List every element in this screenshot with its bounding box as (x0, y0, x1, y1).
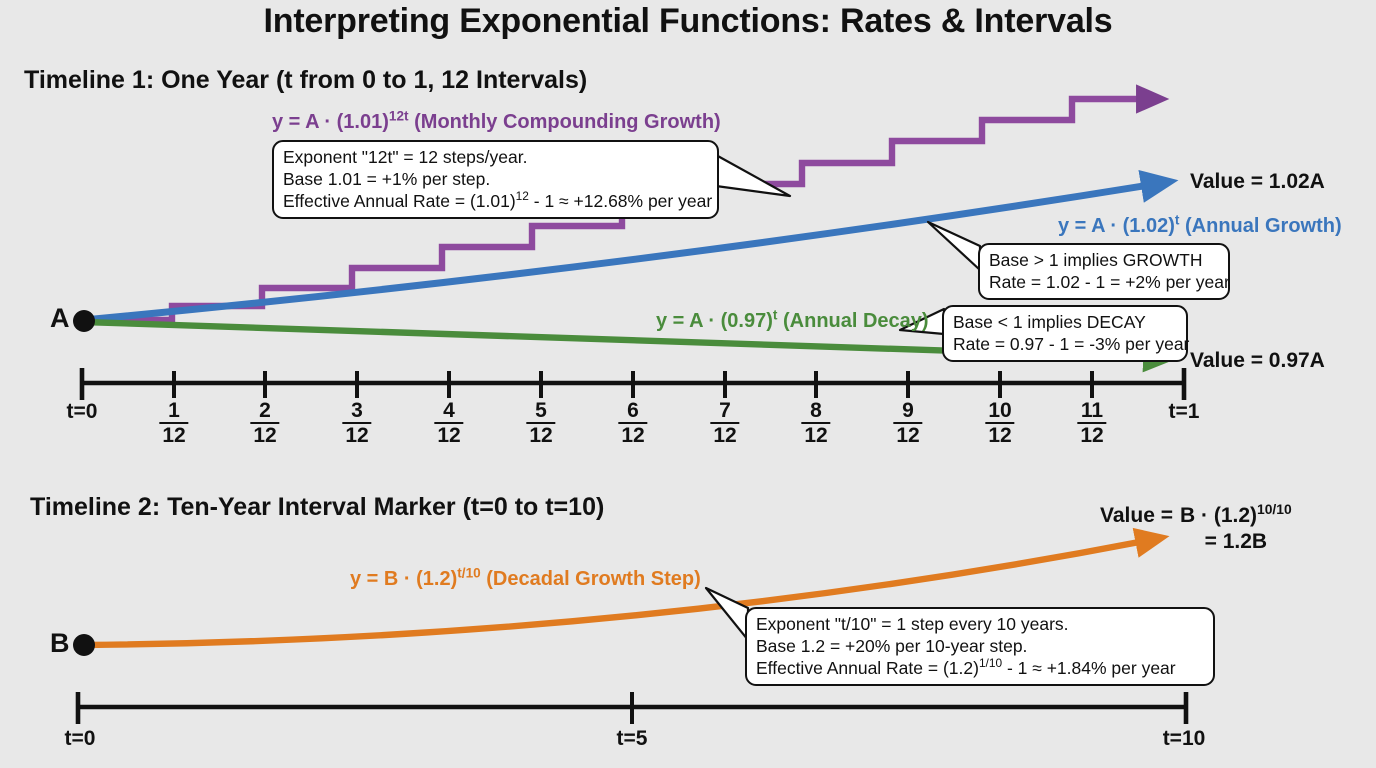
orange-endpoint-value-prefix: Value = (1100, 504, 1173, 527)
green-equation-label: y = A · (0.97)t (Annual Decay) (656, 307, 929, 333)
green-callout-line-1: Base < 1 implies DECAY (953, 312, 1146, 332)
point-a-label: A (50, 303, 70, 333)
page-title: Interpreting Exponential Functions: Rate… (263, 2, 1113, 40)
green-endpoint-value-label: Value = 0.97A (1190, 349, 1325, 372)
timeline2-axis (75, 692, 1189, 724)
green-equation-base: y = A · (0.97) (656, 310, 773, 332)
orange-callout-box: Exponent "t/10" = 1 step every 10 years.… (745, 607, 1215, 687)
blue-callout-line-2: Rate = 1.02 - 1 = +2% per year (989, 272, 1230, 293)
fraction-denominator: 12 (710, 422, 740, 446)
green-callout-line-2: Rate = 0.97 - 1 = -3% per year (953, 334, 1190, 355)
orange-value-exponent: 10/10 (1257, 501, 1292, 517)
fraction-numerator: 8 (810, 399, 822, 422)
point-b-marker (73, 634, 95, 656)
purple-callout-box: Exponent "12t" = 12 steps/year. Base 1.0… (272, 140, 719, 220)
orange-growth-curve (83, 527, 1170, 649)
point-b-label: B (50, 628, 70, 658)
timeline2-tick-t10: t=10 (1162, 727, 1206, 750)
orange-endpoint-value-expression: B · (1.2)10/10 = 1.2B (1180, 501, 1292, 554)
fraction-numerator: 1 (168, 399, 180, 422)
timeline1-tick-4-12: 4 12 (434, 399, 464, 446)
purple-callout-line-1: Exponent "12t" = 12 steps/year. (283, 147, 528, 167)
fraction-numerator: 2 (259, 399, 271, 422)
purple-callout-line-3-post: - 1 ≈ +12.68% per year (528, 191, 713, 212)
fraction-denominator: 12 (618, 422, 648, 446)
purple-callout-leader (714, 153, 792, 198)
orange-callout-line-3-pre: Effective Annual Rate = (1.2) (756, 658, 979, 679)
timeline1-tick-2-12: 2 12 (250, 399, 280, 446)
blue-equation-base: y = A · (1.02) (1058, 215, 1175, 237)
fraction-numerator: 6 (627, 399, 639, 422)
purple-equation-exponent: 12t (388, 108, 409, 124)
fraction-denominator: 12 (801, 422, 831, 446)
timeline2-tick-t0: t=0 (64, 727, 96, 750)
orange-callout-line-1: Exponent "t/10" = 1 step every 10 years. (756, 614, 1069, 634)
fraction-numerator: 5 (535, 399, 547, 422)
purple-callout-line-3-pre: Effective Annual Rate = (1.01) (283, 191, 516, 212)
blue-equation-tail: (Annual Growth) (1179, 215, 1342, 237)
fraction-numerator: 4 (443, 399, 455, 422)
blue-callout-box: Base > 1 implies GROWTH Rate = 1.02 - 1 … (978, 243, 1230, 301)
timeline2-heading: Timeline 2: Ten-Year Interval Marker (t=… (30, 493, 605, 521)
timeline1-tick-5-12: 5 12 (526, 399, 556, 446)
fraction-numerator: 10 (988, 399, 1012, 422)
timeline1-tick-11-12: 11 12 (1077, 399, 1107, 446)
orange-equation-label: y = B · (1.2)t/10 (Decadal Growth Step) (350, 565, 701, 591)
timeline1-tick-10-12: 10 12 (985, 399, 1015, 446)
timeline1-heading: Timeline 1: One Year (t from 0 to 1, 12 … (24, 66, 588, 94)
fraction-denominator: 12 (434, 422, 464, 446)
orange-equation-tail: (Decadal Growth Step) (480, 568, 701, 590)
green-callout-box: Base < 1 implies DECAY Rate = 0.97 - 1 =… (942, 305, 1190, 363)
orange-value-result: = 1.2B (1204, 529, 1268, 553)
timeline1-tick-3-12: 3 12 (342, 399, 372, 446)
fraction-numerator: 9 (902, 399, 914, 422)
orange-callout-line-3-post: - 1 ≈ +1.84% per year (1002, 658, 1176, 679)
timeline1-tick-6-12: 6 12 (618, 399, 648, 446)
green-equation-exponent: t (772, 307, 778, 323)
orange-equation-base: y = B · (1.2) (350, 568, 458, 590)
fraction-numerator: 7 (719, 399, 731, 422)
blue-callout-line-1: Base > 1 implies GROWTH (989, 250, 1203, 270)
orange-value-base: B · (1.2) (1180, 504, 1258, 527)
blue-endpoint-value-label: Value = 1.02A (1190, 170, 1325, 193)
point-a-marker (73, 310, 95, 332)
purple-callout-line-3-exp: 12 (515, 189, 529, 204)
fraction-denominator: 12 (342, 422, 372, 446)
purple-callout-line-2: Base 1.01 = +1% per step. (283, 169, 491, 190)
blue-equation-exponent: t (1174, 212, 1180, 228)
timeline1-tick-1-12: 1 12 (159, 399, 189, 446)
purple-equation-tail: (Monthly Compounding Growth) (408, 111, 721, 133)
fraction-denominator: 12 (893, 422, 923, 446)
timeline1-tick-t0: t=0 (66, 400, 98, 423)
purple-equation-base: y = A · (1.01) (272, 111, 389, 133)
timeline1-tick-7-12: 7 12 (710, 399, 740, 446)
orange-callout-line-2: Base 1.2 = +20% per 10-year step. (756, 636, 1028, 657)
fraction-denominator: 12 (159, 422, 189, 446)
timeline1-tick-9-12: 9 12 (893, 399, 923, 446)
orange-equation-exponent: t/10 (457, 565, 481, 581)
fraction-denominator: 12 (526, 422, 556, 446)
timeline1-tick-t1: t=1 (1168, 400, 1200, 423)
timeline1-axis (79, 368, 1187, 400)
purple-equation-label: y = A · (1.01)12t (Monthly Compounding G… (272, 108, 721, 134)
blue-equation-label: y = A · (1.02)t (Annual Growth) (1058, 212, 1342, 238)
blue-growth-curve (83, 169, 1179, 324)
fraction-denominator: 12 (250, 422, 280, 446)
fraction-numerator: 11 (1080, 399, 1104, 422)
green-equation-tail: (Annual Decay) (777, 310, 929, 332)
orange-callout-leader (704, 586, 750, 642)
fraction-denominator: 12 (985, 422, 1015, 446)
timeline1-tick-8-12: 8 12 (801, 399, 831, 446)
fraction-numerator: 3 (351, 399, 363, 422)
orange-callout-line-3-exp: 1/10 (978, 656, 1003, 671)
purple-callout-line-3: Effective Annual Rate = (1.01)12 - 1 ≈ +… (283, 189, 712, 212)
blue-callout-leader (926, 220, 982, 272)
fraction-denominator: 12 (1077, 422, 1107, 446)
orange-callout-line-3: Effective Annual Rate = (1.2)1/10 - 1 ≈ … (756, 657, 1204, 679)
timeline2-tick-t5: t=5 (616, 727, 648, 750)
